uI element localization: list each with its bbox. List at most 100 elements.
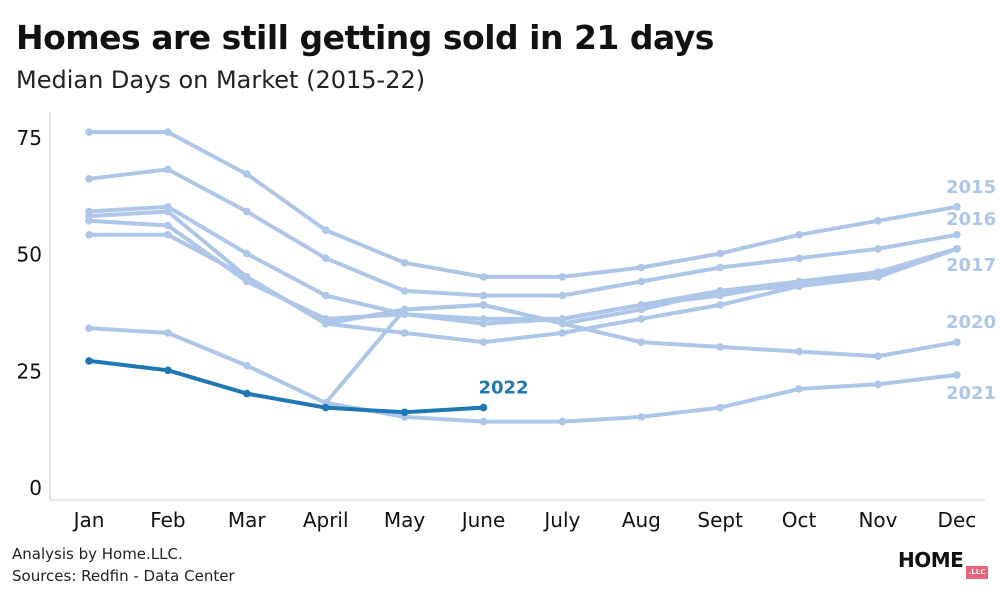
- data-point: [558, 319, 567, 328]
- data-point: [479, 315, 488, 323]
- x-tick-label: Sept: [697, 508, 743, 532]
- data-point: [243, 389, 251, 398]
- series-label: 2015: [946, 177, 996, 198]
- data-point: [558, 273, 567, 281]
- data-point: [558, 329, 567, 337]
- data-point: [243, 249, 251, 258]
- series-line: [87, 204, 959, 326]
- y-tick-label: 75: [17, 126, 42, 150]
- series-label: 2016: [946, 209, 996, 230]
- series-line: [87, 232, 959, 345]
- series-label: 2020: [946, 312, 996, 333]
- series-line: [87, 130, 959, 279]
- data-point: [716, 263, 724, 272]
- data-point: [85, 357, 93, 365]
- x-tick-label: Feb: [150, 508, 185, 532]
- y-tick-label: 25: [17, 359, 42, 383]
- data-point: [243, 273, 251, 281]
- data-point: [164, 165, 172, 174]
- series-label: 2017: [946, 255, 996, 276]
- x-tick-label: June: [460, 508, 506, 532]
- data-point: [953, 338, 961, 347]
- data-point: [400, 305, 409, 314]
- x-tick-label: Mar: [228, 508, 267, 532]
- data-point: [637, 413, 646, 421]
- data-point: [243, 361, 251, 370]
- data-point: [637, 277, 646, 286]
- data-point: [795, 254, 803, 262]
- data-point: [400, 408, 409, 417]
- data-point: [164, 207, 172, 216]
- data-point: [953, 203, 961, 211]
- data-point: [479, 417, 488, 426]
- analysis-credit: Analysis by Home.LLC.: [12, 545, 183, 563]
- series-label: 2021: [946, 383, 996, 404]
- data-point: [400, 329, 409, 337]
- data-point: [321, 403, 330, 412]
- llc-logo-tag: .LLC: [966, 566, 988, 579]
- data-point: [795, 347, 803, 356]
- data-point: [164, 221, 172, 230]
- data-point: [637, 301, 646, 309]
- data-point: [164, 231, 172, 239]
- series-label: 2022: [478, 378, 528, 399]
- series-line: [87, 358, 486, 415]
- data-point: [716, 403, 724, 412]
- data-point: [479, 403, 488, 412]
- series-line: [87, 302, 959, 405]
- x-tick-label: May: [384, 508, 426, 532]
- series-line: [87, 167, 959, 298]
- x-tick-label: April: [303, 508, 349, 532]
- y-tick-label: 0: [29, 476, 42, 500]
- data-point: [85, 128, 93, 136]
- x-tick-label: Aug: [622, 508, 661, 532]
- data-point: [795, 385, 803, 393]
- data-point: [795, 282, 803, 291]
- data-point: [479, 301, 488, 309]
- data-point: [400, 287, 409, 295]
- data-point: [321, 291, 330, 300]
- data-point: [400, 259, 409, 267]
- data-point: [85, 175, 93, 183]
- data-point: [85, 324, 93, 333]
- data-point: [321, 226, 330, 234]
- data-point: [164, 366, 172, 375]
- x-tick-label: Jan: [72, 508, 105, 532]
- data-point: [479, 291, 488, 300]
- data-point: [164, 329, 172, 337]
- data-point: [874, 380, 882, 389]
- data-point: [321, 254, 330, 262]
- data-point: [164, 128, 172, 136]
- data-point: [874, 217, 882, 225]
- data-point: [85, 217, 93, 225]
- data-point: [637, 315, 646, 323]
- data-point: [874, 273, 882, 281]
- data-point: [85, 231, 93, 239]
- data-point: [558, 291, 567, 300]
- sources-credit: Sources: Redfin - Data Center: [12, 567, 235, 585]
- x-tick-label: Nov: [858, 508, 897, 532]
- x-tick-label: Dec: [938, 508, 977, 532]
- y-tick-label: 50: [17, 243, 42, 267]
- data-point: [637, 338, 646, 347]
- data-point: [716, 287, 724, 295]
- data-point: [479, 338, 488, 347]
- home-llc-logo: HOME: [898, 548, 964, 572]
- data-point: [953, 245, 961, 253]
- x-tick-label: Oct: [782, 508, 817, 532]
- data-point: [716, 301, 724, 309]
- data-point: [479, 273, 488, 281]
- data-point: [716, 249, 724, 258]
- data-point: [558, 417, 567, 426]
- data-point: [243, 170, 251, 178]
- data-point: [321, 319, 330, 328]
- data-point: [716, 343, 724, 351]
- data-point: [874, 245, 882, 253]
- x-tick-label: July: [542, 508, 580, 532]
- chart-subtitle: Median Days on Market (2015-22): [16, 66, 426, 94]
- data-point: [243, 207, 251, 216]
- data-point: [637, 263, 646, 272]
- data-point: [953, 231, 961, 239]
- data-point: [874, 352, 882, 361]
